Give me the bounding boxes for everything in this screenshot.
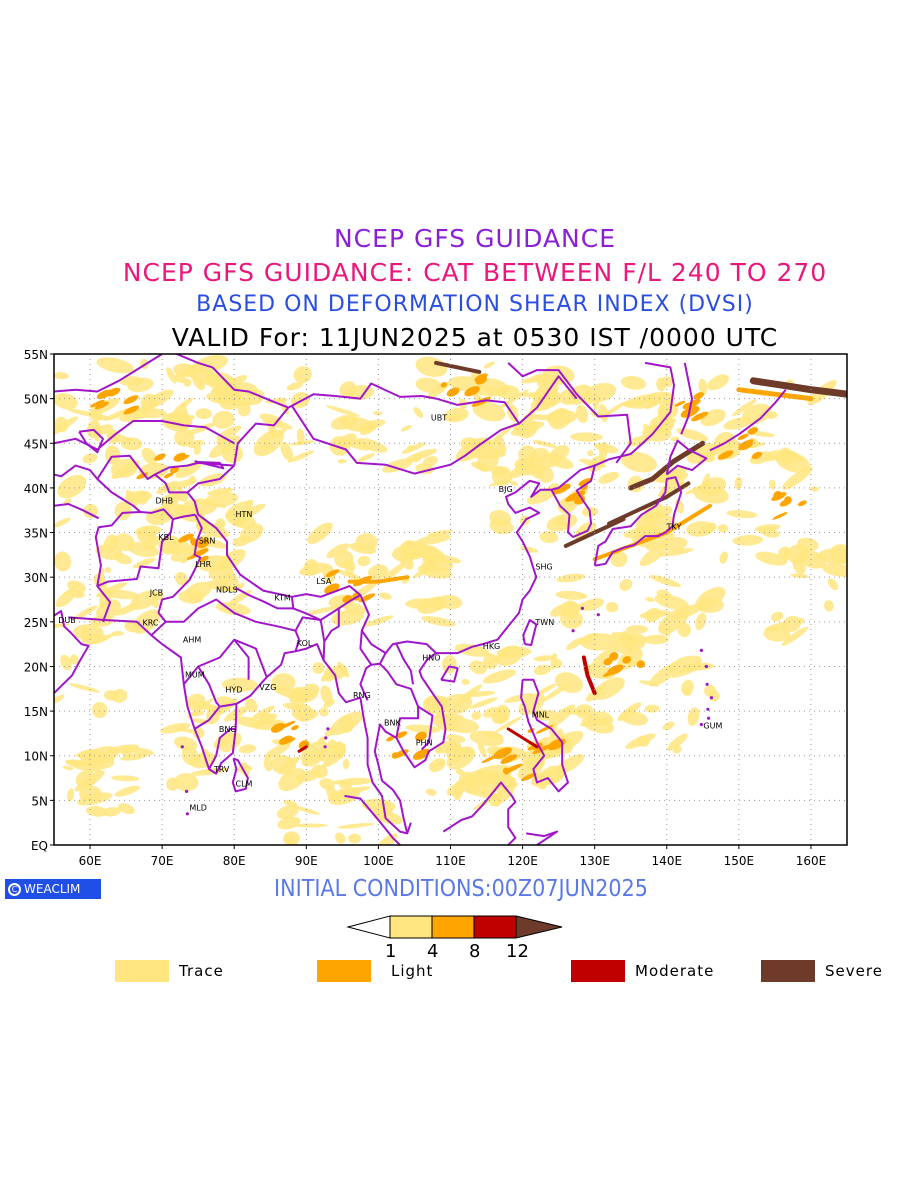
axis-ticks: 60E 70E 80E 90E 100E 110E 120E 130E 140E 150E 160E… — [24, 348, 827, 868]
city-label-tky: TKY — [666, 522, 682, 531]
y-tick-55n: 55N — [24, 348, 48, 362]
y-tick-30n: 30N — [24, 571, 48, 585]
city-label-lsa: LSA — [316, 577, 332, 586]
city-label-bnk: BNK — [384, 719, 401, 728]
y-tick-20n: 20N — [24, 661, 48, 675]
city-label-mnl: MNL — [532, 711, 550, 720]
country-borders — [54, 354, 787, 845]
city-label-phn: PHN — [416, 738, 433, 747]
y-tick-5n: 5N — [31, 794, 48, 808]
y-tick-35n: 35N — [24, 527, 48, 541]
city-labels: UBT BJG TKY SHG TWN HKG HNO MNL GUM BNK PHN RNG KOL L… — [58, 413, 722, 812]
colorbar-high-triangle — [515, 915, 563, 939]
city-label-ktm: KTM — [274, 594, 291, 603]
city-label-shg: SHG — [535, 563, 552, 572]
legend-trace-swatch — [115, 960, 169, 982]
colorbar-seg-light — [431, 915, 475, 939]
y-tick-50n: 50N — [24, 393, 48, 407]
city-label-gum: GUM — [703, 721, 722, 730]
y-tick-15n: 15N — [24, 705, 48, 719]
x-tick-90e: 90E — [295, 854, 318, 868]
city-label-bjg: BJG — [499, 485, 513, 494]
city-label-jcb: JCB — [149, 588, 163, 597]
x-tick-120e: 120E — [507, 854, 538, 868]
y-tick-25n: 25N — [24, 616, 48, 630]
y-tick-eq: EQ — [31, 839, 48, 853]
legend-severe: Severe — [761, 960, 883, 982]
copyright-icon: C — [8, 882, 21, 896]
city-label-mld: MLD — [189, 804, 207, 813]
legend-severe-label: Severe — [825, 962, 883, 980]
legend-moderate-swatch — [571, 960, 625, 982]
colorbar-tick-8: 8 — [469, 941, 481, 962]
x-tick-70e: 70E — [151, 854, 174, 868]
x-tick-130e: 130E — [579, 854, 610, 868]
colorbar-tick-4: 4 — [427, 941, 439, 962]
legend-moderate: Moderate — [571, 960, 714, 982]
city-label-lhr: LHR — [195, 560, 211, 569]
x-tick-80e: 80E — [223, 854, 246, 868]
city-label-ndls: NDLS — [216, 586, 238, 595]
colorbar-tick-1: 1 — [385, 941, 397, 962]
cat-field-layer — [54, 354, 847, 845]
weaclim-logo: C WEACLIM — [5, 879, 101, 899]
y-tick-45n: 45N — [24, 437, 48, 451]
city-label-srn: SRN — [199, 537, 216, 546]
title-line-1: NCEP GFS GUIDANCE — [333, 224, 616, 253]
city-label-bng: BNG — [219, 725, 237, 734]
colorbar — [346, 915, 563, 939]
legend-trace-label: Trace — [179, 962, 224, 980]
city-label-htn: HTN — [236, 510, 253, 519]
turbulence-map: UBT BJG TKY SHG TWN HKG HNO MNL GUM BNK PHN RNG KOL L… — [24, 348, 848, 868]
x-tick-100e: 100E — [363, 854, 394, 868]
x-tick-150e: 150E — [724, 854, 755, 868]
city-label-rng: RNG — [353, 691, 371, 700]
city-label-twn: TWN — [534, 618, 554, 627]
legend-moderate-label: Moderate — [635, 962, 715, 980]
y-tick-10n: 10N — [24, 750, 48, 764]
x-tick-160e: 160E — [796, 854, 827, 868]
city-label-hkg: HKG — [483, 642, 500, 651]
city-label-kol: KOL — [297, 639, 313, 648]
x-tick-140e: 140E — [652, 854, 683, 868]
colorbar-low-triangle — [346, 915, 391, 939]
city-label-hno: HNO — [422, 654, 440, 663]
city-label-vzg: VZG — [259, 683, 276, 692]
initial-conditions: INITIAL CONDITIONS:00Z07JUN2025 — [274, 876, 648, 902]
colorbar-seg-trace — [389, 915, 433, 939]
city-label-dhb: DHB — [156, 496, 174, 505]
legend-light: Light — [317, 960, 433, 982]
legend-light-label: Light — [391, 962, 434, 980]
colorbar-seg-moderate — [473, 915, 517, 939]
legend-light-swatch — [317, 960, 371, 982]
legend-trace: Trace — [115, 960, 224, 982]
y-tick-40n: 40N — [24, 482, 48, 496]
title-line-2: NCEP GFS GUIDANCE: CAT BETWEEN F/L 240 T… — [122, 258, 828, 287]
x-tick-110e: 110E — [435, 854, 466, 868]
colorbar-tick-12: 12 — [506, 941, 529, 962]
city-label-ahm: AHM — [183, 636, 201, 645]
city-label-trv: TRV — [213, 765, 230, 774]
x-tick-60e: 60E — [79, 854, 102, 868]
city-label-mum: MUM — [185, 671, 205, 680]
city-label-krc: KRC — [143, 619, 159, 628]
city-label-dub: DUB — [58, 616, 76, 625]
city-label-clm: CLM — [236, 779, 253, 788]
title-valid-time: VALID For: 11JUN2025 at 0530 IST /0000 U… — [171, 323, 779, 352]
legend-severe-swatch — [761, 960, 815, 982]
logo-text: WEACLIM — [24, 882, 81, 896]
city-label-ubt: UBT — [431, 413, 447, 422]
city-label-hyd: HYD — [225, 686, 242, 695]
city-label-kbl: KBL — [158, 533, 174, 542]
title-line-3: BASED ON DEFORMATION SHEAR INDEX (DVSI) — [196, 292, 754, 317]
